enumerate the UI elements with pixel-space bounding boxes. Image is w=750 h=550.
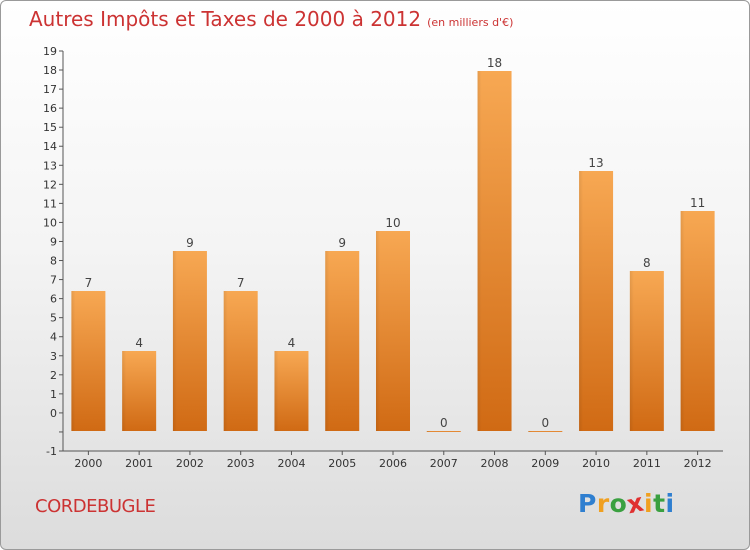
data-label: 0 bbox=[440, 416, 448, 430]
y-tick-label: 10 bbox=[43, 216, 57, 229]
bar-shade-2000 bbox=[71, 291, 76, 431]
chart-title-text: Autres Impôts et Taxes de 2000 à 2012 bbox=[29, 7, 422, 31]
x-tick-label: 2004 bbox=[277, 457, 305, 470]
data-label: 13 bbox=[588, 156, 603, 170]
bar-shade-2002 bbox=[172, 251, 177, 431]
y-tick-label: 15 bbox=[43, 121, 57, 134]
logo-letter: P bbox=[578, 489, 597, 518]
bar-2007 bbox=[426, 431, 461, 432]
bar-shade-2009 bbox=[528, 431, 533, 432]
y-tick-label: 3 bbox=[50, 350, 57, 363]
y-tick-label: 0 bbox=[50, 407, 57, 420]
logo-letter: o bbox=[609, 489, 628, 518]
bar-shade-2008 bbox=[477, 71, 482, 431]
bar-2003 bbox=[223, 291, 258, 431]
y-tick-label: 8 bbox=[50, 255, 57, 268]
bar-shade-2004 bbox=[274, 351, 279, 431]
y-tick-label: 6 bbox=[50, 293, 57, 306]
y-tick-label: 19 bbox=[43, 45, 57, 58]
bar-shade-2011 bbox=[629, 271, 634, 431]
x-tick-label: 2001 bbox=[125, 457, 153, 470]
bar-shade-2007 bbox=[426, 431, 431, 432]
y-tick-label: 11 bbox=[43, 197, 57, 210]
data-label: 7 bbox=[237, 276, 245, 290]
y-tick-label: 17 bbox=[43, 83, 57, 96]
bar-2004 bbox=[274, 351, 309, 431]
y-tick-label: 12 bbox=[43, 178, 57, 191]
bar-2002 bbox=[172, 251, 207, 431]
y-tick-label: 1 bbox=[50, 388, 57, 401]
chart-data-labels: 7 4 9 7 4 9 10 0 18 0 13 8 11 bbox=[85, 56, 706, 430]
x-tick-label: 2008 bbox=[481, 457, 509, 470]
data-label: 0 bbox=[541, 416, 549, 430]
y-tick-label: 16 bbox=[43, 102, 57, 115]
x-tick-label: 2007 bbox=[430, 457, 458, 470]
bar-2005 bbox=[325, 251, 360, 431]
y-tick-label: 18 bbox=[43, 64, 57, 77]
y-tick-label: 7 bbox=[50, 274, 57, 287]
bar-shade-2005 bbox=[325, 251, 330, 431]
x-tick-label: 2000 bbox=[74, 457, 102, 470]
x-tick-label: 2009 bbox=[531, 457, 559, 470]
x-tick-label: 2006 bbox=[379, 457, 407, 470]
bar-2000 bbox=[71, 291, 106, 431]
y-tick-label: -1 bbox=[46, 445, 57, 458]
y-tick-label: 14 bbox=[43, 140, 57, 153]
data-label: 11 bbox=[690, 196, 705, 210]
data-label: 10 bbox=[385, 216, 400, 230]
place-name: CORDEBUGLE bbox=[35, 496, 156, 517]
x-tick-label: 2012 bbox=[684, 457, 712, 470]
x-tick-label: 2005 bbox=[328, 457, 356, 470]
data-label: 18 bbox=[487, 56, 502, 70]
bar-shade-2010 bbox=[579, 171, 584, 431]
bar-2010 bbox=[579, 171, 614, 431]
data-label: 7 bbox=[85, 276, 93, 290]
bar-2001 bbox=[122, 351, 157, 431]
x-tick-label: 2011 bbox=[633, 457, 661, 470]
bar-shade-2006 bbox=[376, 231, 380, 431]
chart-bars bbox=[71, 71, 715, 432]
logo-letter: t bbox=[653, 489, 666, 518]
logo-letter: i bbox=[644, 489, 654, 518]
bar-shade-2012 bbox=[680, 211, 685, 431]
y-tick-label: 2 bbox=[50, 369, 57, 382]
bar-2012 bbox=[680, 211, 715, 431]
proxiti-logo: Proxiti bbox=[578, 488, 675, 520]
logo-letter: r bbox=[596, 489, 610, 518]
y-tick-label: 9 bbox=[50, 235, 57, 248]
chart-title: Autres Impôts et Taxes de 2000 à 2012 (en… bbox=[29, 7, 513, 31]
x-tick-label: 2003 bbox=[227, 457, 255, 470]
x-tick-label: 2010 bbox=[582, 457, 610, 470]
y-tick-label: 4 bbox=[50, 331, 57, 344]
data-label: 4 bbox=[135, 336, 143, 350]
x-tick-label: 2002 bbox=[176, 457, 204, 470]
data-label: 8 bbox=[643, 256, 651, 270]
bar-2011 bbox=[629, 271, 664, 431]
bar-shade-2001 bbox=[122, 351, 127, 431]
chart-subtitle: (en milliers d'€) bbox=[427, 16, 514, 29]
bar-shade-2003 bbox=[223, 291, 228, 431]
data-label: 9 bbox=[186, 236, 194, 250]
y-tick-label: 13 bbox=[43, 159, 57, 172]
data-label: 4 bbox=[288, 336, 296, 350]
data-label: 9 bbox=[338, 236, 346, 250]
logo-letter: i bbox=[665, 489, 675, 518]
bar-2008 bbox=[477, 71, 512, 431]
bar-2006 bbox=[376, 231, 410, 431]
y-tick-label: 5 bbox=[50, 312, 57, 325]
bar-2009 bbox=[528, 431, 563, 432]
